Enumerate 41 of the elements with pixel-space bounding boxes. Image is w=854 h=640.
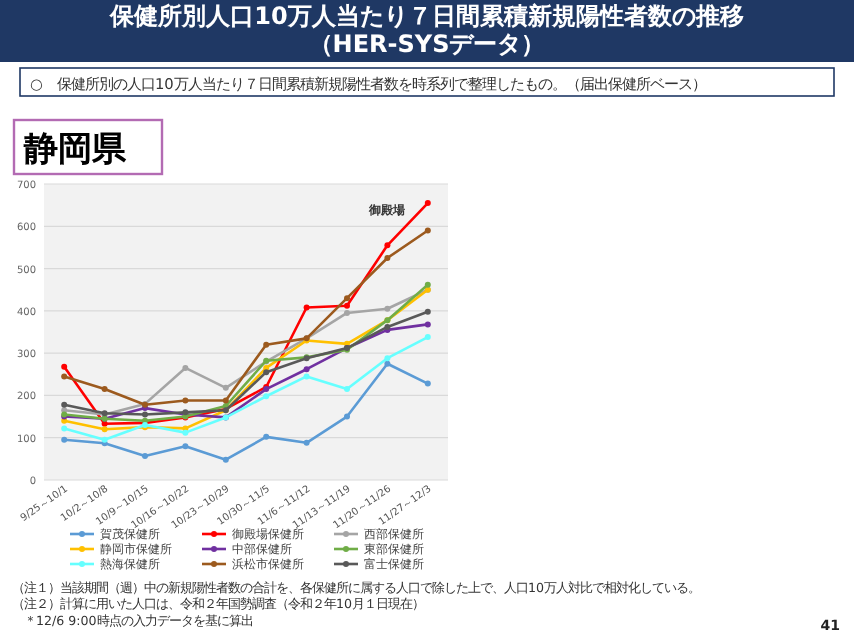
point <box>182 397 189 404</box>
point <box>424 281 431 288</box>
point <box>424 200 431 207</box>
point <box>344 295 350 302</box>
point <box>344 302 350 309</box>
point <box>182 443 189 450</box>
point <box>424 227 431 234</box>
point <box>424 321 431 328</box>
point <box>344 413 350 420</box>
point <box>263 433 270 440</box>
point <box>384 360 391 367</box>
point <box>303 304 310 311</box>
point <box>303 366 310 373</box>
point <box>101 386 108 393</box>
point <box>384 305 391 312</box>
point <box>222 397 229 404</box>
point <box>61 363 68 370</box>
point <box>182 364 189 371</box>
point <box>142 411 148 418</box>
point <box>222 384 229 391</box>
point <box>384 355 391 362</box>
point <box>263 341 270 348</box>
point <box>384 255 391 261</box>
line-series <box>61 227 431 408</box>
point <box>101 426 108 433</box>
point <box>424 308 431 315</box>
point <box>384 242 391 249</box>
line-series <box>61 200 431 427</box>
chart-title: 保健所別人口10万人当たり７日間累積新規陽性者数の推移（HER-SYSデータ） <box>107 0 746 58</box>
point <box>424 334 431 341</box>
point <box>303 439 310 446</box>
point <box>61 425 68 432</box>
point <box>263 369 270 376</box>
point <box>303 373 310 380</box>
point <box>61 401 68 408</box>
point <box>424 380 431 387</box>
point <box>61 436 68 443</box>
text: 静岡県 <box>22 130 128 170</box>
point <box>263 393 270 400</box>
point <box>61 373 68 380</box>
point <box>222 456 229 463</box>
